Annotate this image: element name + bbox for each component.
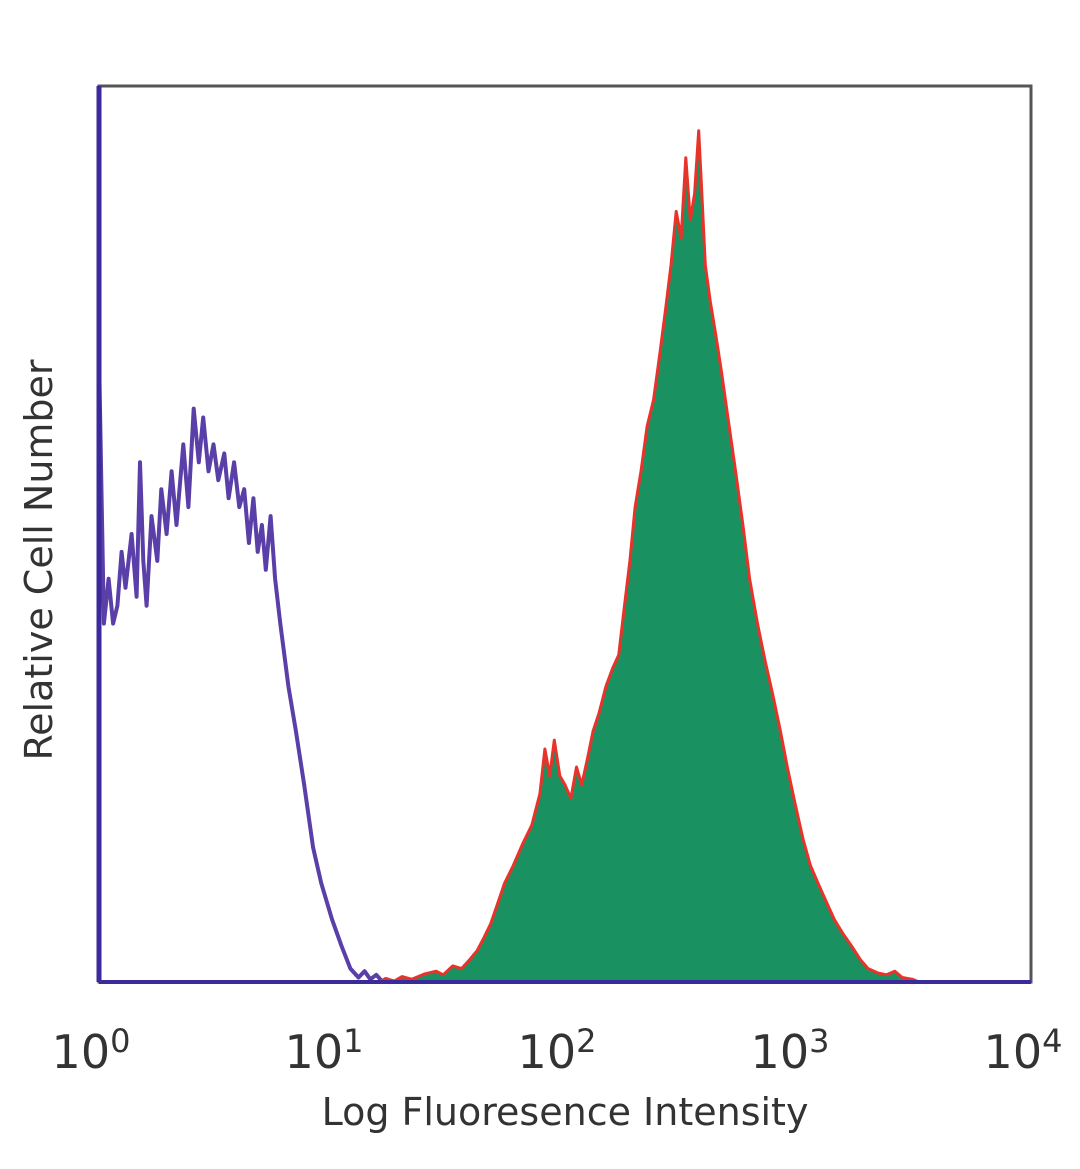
x-tick-labels: 100 101 102 103 104 [52, 1022, 1063, 1079]
x-tick-label-4: 104 [984, 1022, 1063, 1079]
x-tick-label-0: 100 [52, 1022, 131, 1079]
x-tick-label-3: 103 [751, 1022, 830, 1079]
y-axis-title: Relative Cell Number [17, 359, 61, 760]
x-tick-label-1: 101 [285, 1022, 364, 1079]
x-tick-label-2: 102 [518, 1022, 597, 1079]
histogram-outline-2 [99, 129, 1031, 984]
series-layer [97, 129, 1031, 984]
histogram-fill-2 [99, 130, 1031, 983]
x-axis-title: Log Fluoresence Intensity [322, 1090, 809, 1134]
histogram-line-1 [97, 354, 1031, 984]
